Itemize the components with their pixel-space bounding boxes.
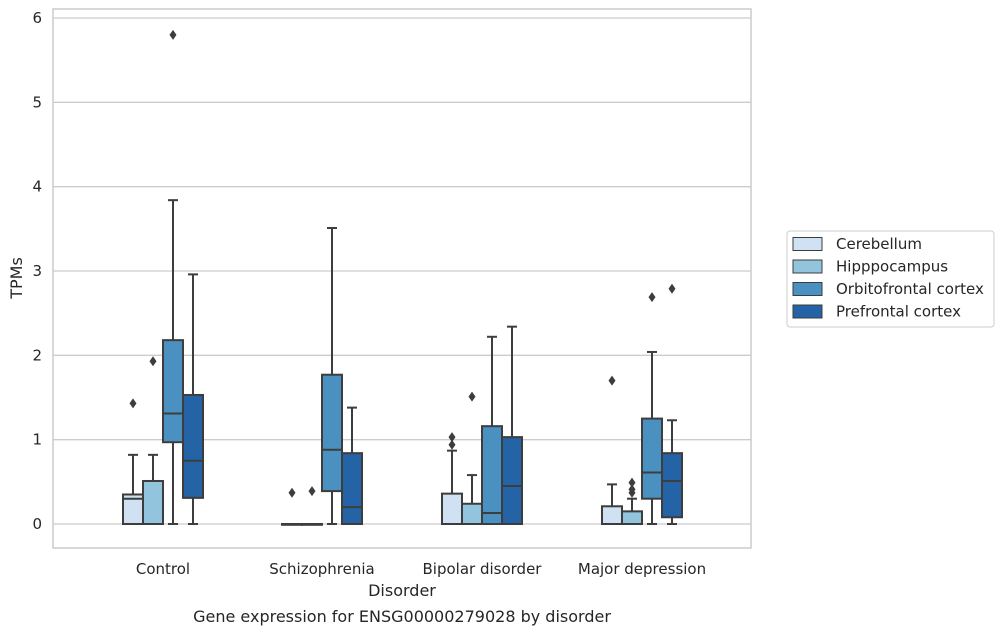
box [501,436,523,525]
plot-frame [52,8,752,549]
y-tick-label: 4 [32,178,42,196]
box-3-2 [501,325,523,525]
outlier-point [129,398,137,409]
legend-swatch [792,304,823,319]
y-tick-label: 6 [32,9,42,27]
box-0-0 [122,398,144,526]
outlier-point [448,432,456,443]
outlier-point [288,487,296,498]
outlier-point [628,477,636,488]
y-tick-label: 1 [32,431,42,449]
legend: Cerebellum Hipppocampus Orbitofrontal cort… [786,230,995,328]
box-2-2 [481,335,503,526]
legend-frame [786,230,995,328]
box [162,339,184,444]
legend-label: Hipppocampus [836,258,948,276]
box-1-1 [301,486,323,526]
box-3-3 [661,283,683,525]
y-tick-labels: 0 1 2 3 4 5 6 [32,9,42,533]
legend-label: Cerebellum [836,235,922,253]
legend-label: Prefrontal cortex [836,303,961,321]
chart-caption: Gene expression for ENSG00000279028 by d… [193,607,611,626]
legend-swatch [792,237,823,251]
outlier-point [468,391,476,402]
outlier-point [648,292,656,303]
y-axis-title: TPMs [7,257,26,300]
outlier-point [169,29,177,40]
box-groups [122,29,683,526]
x-axis-title: Disorder [368,581,436,600]
x-tick-label: Schizophrenia [269,560,374,578]
box [461,502,483,526]
box [321,373,343,493]
box-0-2 [441,432,463,526]
outlier-point [628,484,636,495]
outlier-point [448,439,456,450]
box-1-0 [142,356,164,525]
x-tick-label: Bipolar disorder [423,560,543,578]
box [661,452,683,519]
y-tick-label: 0 [32,515,42,533]
box-1-3 [621,477,643,526]
box [621,510,643,526]
box-0-1 [281,487,303,526]
box [601,505,623,526]
outlier-point [608,375,616,386]
box-3-0 [182,273,204,525]
legend-swatch [792,259,823,274]
box [441,492,463,526]
legend-label: Orbitofrontal cortex [836,280,984,298]
box [142,479,164,525]
legend-swatch [792,282,823,296]
x-tick-labels: Control Schizophrenia Bipolar disorder Majo… [136,560,706,578]
y-tick-label: 3 [32,262,42,280]
outlier-point [149,356,157,367]
box-3-1 [341,406,363,525]
x-tick-label: Control [136,560,190,578]
box [341,452,363,525]
y-tick-label: 2 [32,346,42,364]
box-2-3 [641,292,663,525]
box-1-2 [461,391,483,526]
outlier-point [308,486,316,497]
box [641,417,663,500]
outlier-point [668,283,676,294]
box [182,393,204,499]
box-0-3 [601,375,623,526]
box [481,425,503,526]
y-tick-label: 5 [32,93,42,111]
x-tick-label: Major depression [578,560,706,578]
box-2-0 [162,29,184,525]
box-2-1 [321,226,343,525]
